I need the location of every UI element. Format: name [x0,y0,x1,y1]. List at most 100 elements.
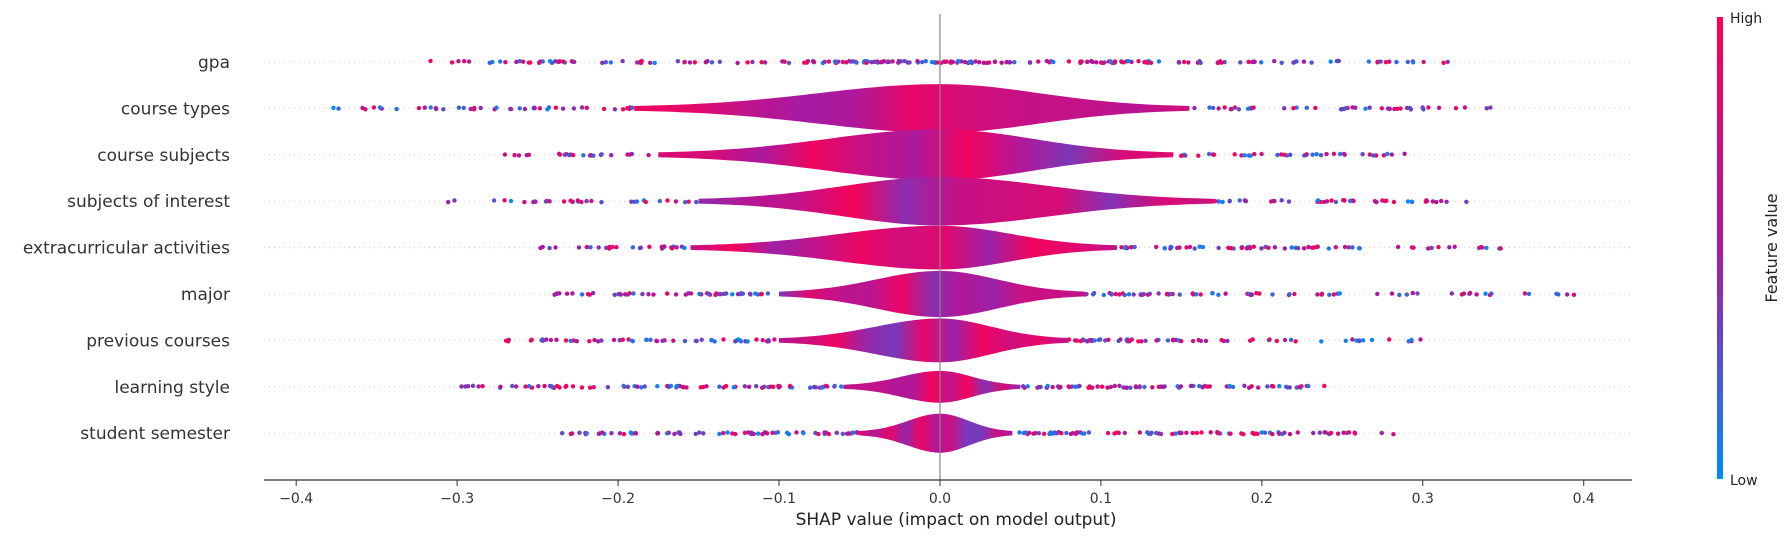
shap-point [1333,199,1339,205]
shap-point [1242,198,1248,203]
shap-point [465,384,471,389]
shap-point [554,291,560,296]
shap-point [648,337,653,342]
shap-point [1051,431,1056,436]
violin-shape [690,225,1117,270]
shap-point [579,199,584,205]
shap-point [669,246,675,251]
shap-point [1447,245,1452,250]
shap-point [1259,430,1265,435]
shap-point [738,338,743,343]
shap-point [540,337,545,342]
shap-point [682,245,687,251]
shap-point [1484,106,1489,111]
violin-shape [859,413,1013,453]
shap-point [1173,431,1178,436]
shap-point [745,60,750,65]
shap-point [1301,59,1307,64]
shap-point [1236,107,1242,112]
shap-point [1317,430,1323,435]
shap-point [1468,290,1473,296]
shap-point [1406,339,1411,344]
shap-point [1324,151,1329,157]
shap-point [1055,430,1060,436]
shap-point [1282,337,1288,343]
shap-point [1331,292,1337,297]
shap-point [1216,245,1221,251]
shap-point [738,291,743,297]
shap-point [754,384,759,389]
shap-point [1371,153,1376,158]
shap-point [675,59,681,64]
shap-point [630,245,636,250]
shap-point [1216,199,1222,204]
shap-point [1116,338,1121,344]
shap-point [1079,59,1084,64]
shap-point [768,384,773,389]
shap-point [674,383,679,389]
shap-point [1489,291,1494,296]
shap-point [705,59,710,64]
shap-point [1556,292,1561,297]
shap-point [1291,60,1296,65]
shap-point [1449,291,1455,296]
shap-point [1145,292,1151,297]
shap-point [717,384,722,389]
shap-point [570,291,575,296]
shap-point [822,59,827,64]
shap-point [614,245,619,250]
shap-point [589,153,594,158]
shap-point [1094,60,1099,65]
shap-point [568,198,573,203]
shap-point [730,292,735,297]
shap-point [665,383,670,389]
shap-point [816,431,821,437]
shap-point [878,60,884,65]
shap-point [1411,60,1416,65]
shap-point [1429,245,1434,251]
shap-point [652,60,657,66]
shap-point [1304,105,1310,111]
shap-point [1203,338,1209,344]
shap-point [608,60,613,65]
shap-point [478,105,483,111]
shap-point [1122,430,1128,436]
shap-point [1328,430,1334,436]
shap-point [721,337,726,342]
shap-point [1398,106,1403,111]
shap-point [1409,199,1415,204]
shap-point [647,244,652,249]
shap-point [456,105,462,110]
shap-point [574,339,579,344]
shap-point [1126,292,1132,297]
shap-point [1387,59,1392,64]
shap-point [617,291,622,297]
x-axis: −0.4 −0.3 −0.2 −0.1 0.0 0.1 0.2 0.3 0.4 SHAP val… [264,479,1632,530]
shap-point [1353,105,1358,110]
shap-point [1154,244,1159,250]
shap-point [1150,385,1155,390]
scatter-points-group [331,58,1577,437]
shap-point [1286,199,1292,204]
shap-point [1228,246,1234,251]
shap-point [1140,292,1145,298]
shap-point [550,385,555,390]
shap-point [801,430,806,436]
shap-point [1415,291,1420,296]
feature-label: previous courses [86,331,230,351]
shap-point [1191,292,1196,297]
shap-point [1248,292,1254,298]
shap-point [621,431,627,437]
shap-point [579,292,585,297]
shap-point [864,60,869,65]
shap-point [1274,338,1280,344]
shap-point [1187,244,1193,250]
shap-point [692,60,698,65]
shap-point [840,59,845,65]
shap-point [693,431,698,437]
shap-point [1239,245,1244,250]
shap-point [587,385,593,390]
shap-point [599,200,604,205]
feature-label: student semester [80,424,230,444]
shap-point [1270,292,1275,297]
